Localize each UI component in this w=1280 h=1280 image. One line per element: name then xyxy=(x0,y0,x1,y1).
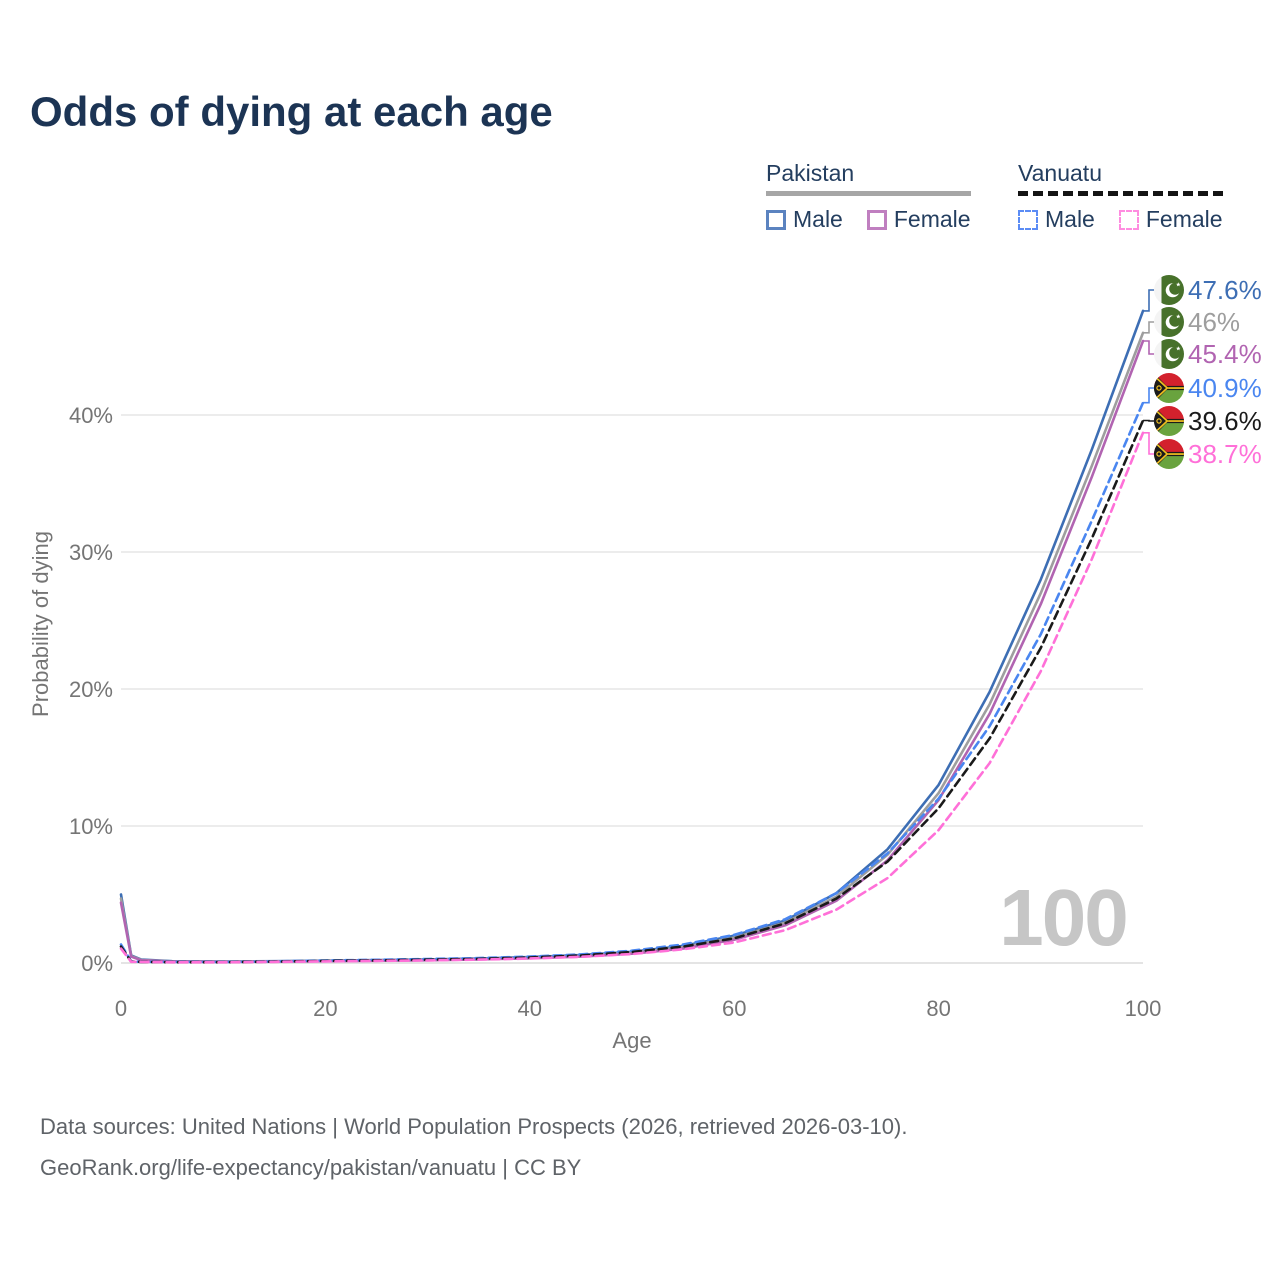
end-annotations: 47.6%46%45.4% 40.9%39.6%38.7% xyxy=(1143,275,1262,469)
y-tick-label: 10% xyxy=(69,814,113,839)
axis-ticks: 0% 10% 20% 30% 40% 0 20 40 60 80 100 xyxy=(69,403,1161,1021)
x-tick-label: 80 xyxy=(926,996,950,1021)
y-tick-label: 40% xyxy=(69,403,113,428)
line-pakistan-male xyxy=(119,309,1145,963)
legend-group-vanuatu: Vanuatu Male Female xyxy=(1018,160,1223,233)
data-sources-line: Data sources: United Nations | World Pop… xyxy=(40,1114,908,1139)
footer: Data sources: United Nations | World Pop… xyxy=(40,1106,907,1188)
leader-line xyxy=(1143,340,1154,355)
legend-item-vanuatu-female[interactable]: Female xyxy=(1118,206,1223,233)
legend-item-pakistan-female[interactable]: Female xyxy=(866,206,971,233)
page-title: Odds of dying at each age xyxy=(30,88,553,135)
x-tick-label: 20 xyxy=(313,996,337,1021)
x-tick-label: 100 xyxy=(1125,996,1162,1021)
pakistan-flag-icon xyxy=(1154,275,1184,305)
leader-line xyxy=(1143,321,1154,334)
legend-label: Female xyxy=(1145,206,1223,232)
y-tick-label: 20% xyxy=(69,677,113,702)
attribution-line: GeoRank.org/life-expectancy/pakistan/van… xyxy=(40,1155,582,1180)
y-tick-label: 0% xyxy=(81,951,113,976)
line-vanuatu-female xyxy=(119,431,1145,964)
x-tick-label: 60 xyxy=(722,996,746,1021)
vanuatu-flag-icon xyxy=(1154,406,1184,436)
end-label-pakistan-female: 45.4% xyxy=(1188,339,1262,369)
age-watermark: 100 xyxy=(999,873,1128,962)
line-pakistan-all xyxy=(119,331,1145,963)
legend-label: Male xyxy=(1045,206,1095,232)
pakistan-flag-icon xyxy=(1154,307,1184,337)
x-axis-title: Age xyxy=(612,1028,651,1053)
vanuatu-flag-icon xyxy=(1154,373,1184,403)
legend-group-pakistan: Pakistan Male Female xyxy=(766,160,971,233)
legend-label: Male xyxy=(793,206,843,232)
end-label-vanuatu-all: 39.6% xyxy=(1188,406,1262,436)
pakistan-flag-icon xyxy=(1154,339,1184,369)
leader-line xyxy=(1143,432,1154,455)
leader-line xyxy=(1143,387,1154,404)
vanuatu-dashed-line-sample xyxy=(1018,191,1223,196)
leader-line xyxy=(1143,419,1154,422)
leader-line xyxy=(1143,289,1154,312)
series-lines xyxy=(119,309,1145,964)
end-label-pakistan-all: 46% xyxy=(1188,307,1240,337)
legend-item-pakistan-male[interactable]: Male xyxy=(766,206,843,233)
legend-country-vanuatu: Vanuatu xyxy=(1018,160,1102,186)
x-tick-label: 0 xyxy=(115,996,127,1021)
vanuatu-male-swatch-icon xyxy=(1018,209,1038,230)
pakistan-male-swatch-icon xyxy=(766,209,786,230)
end-label-vanuatu-male: 40.9% xyxy=(1188,373,1262,403)
legend-item-vanuatu-male[interactable]: Male xyxy=(1018,206,1095,233)
legend-label: Female xyxy=(893,206,971,232)
y-axis-title: Probability of dying xyxy=(28,531,53,717)
pakistan-solid-line-sample xyxy=(766,191,971,196)
end-label-pakistan-male: 47.6% xyxy=(1188,275,1262,305)
x-tick-label: 40 xyxy=(518,996,542,1021)
line-pakistan-female xyxy=(119,339,1145,964)
vanuatu-flag-icon xyxy=(1154,439,1184,469)
pakistan-female-swatch-icon xyxy=(866,209,887,230)
end-label-vanuatu-female: 38.7% xyxy=(1188,439,1262,469)
legend-country-pakistan: Pakistan xyxy=(766,160,855,186)
gridlines xyxy=(121,414,1143,964)
vanuatu-female-swatch-icon xyxy=(1118,209,1139,230)
line-vanuatu-male xyxy=(119,401,1145,964)
y-tick-label: 30% xyxy=(69,540,113,565)
